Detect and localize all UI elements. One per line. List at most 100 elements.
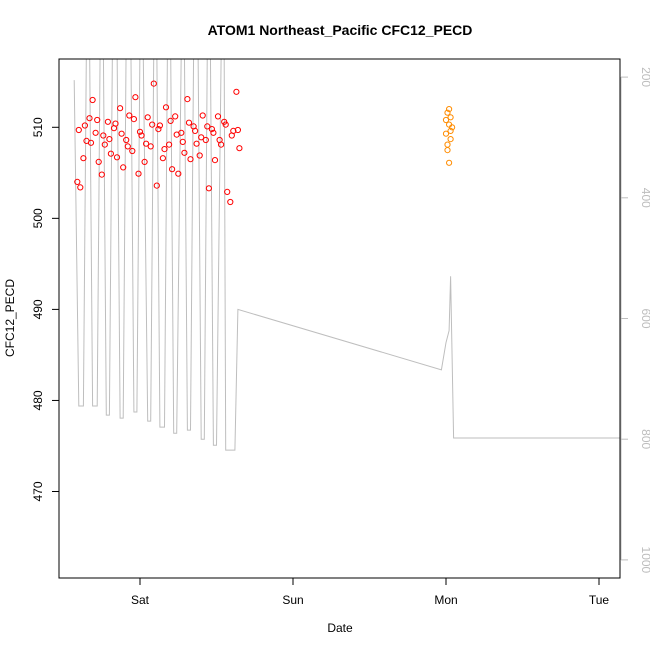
data-point bbox=[214, 113, 222, 120]
data-point bbox=[123, 136, 130, 144]
data-point bbox=[227, 198, 234, 206]
data-point bbox=[447, 136, 454, 143]
depth-line bbox=[73, 59, 620, 451]
data-point bbox=[118, 130, 125, 137]
y-tick-label: 500 bbox=[31, 208, 45, 228]
data-point bbox=[149, 121, 156, 128]
data-point bbox=[444, 141, 451, 148]
data-point bbox=[442, 130, 450, 137]
data-point bbox=[193, 140, 200, 147]
data-point bbox=[442, 116, 450, 124]
data-point bbox=[233, 88, 240, 95]
data-point bbox=[444, 147, 451, 154]
data-point bbox=[236, 145, 243, 152]
data-point bbox=[77, 184, 84, 191]
data-point bbox=[106, 136, 113, 143]
data-point bbox=[98, 171, 105, 178]
data-point bbox=[155, 126, 162, 133]
data-point bbox=[87, 139, 95, 146]
data-point bbox=[153, 182, 160, 189]
data-point bbox=[101, 141, 108, 148]
data-point bbox=[132, 94, 139, 101]
data-point bbox=[112, 120, 119, 127]
x-tick-label: Mon bbox=[434, 593, 457, 607]
data-point bbox=[136, 128, 144, 135]
data-point bbox=[199, 112, 206, 119]
data-point bbox=[228, 132, 235, 139]
data-point bbox=[185, 119, 193, 126]
data-point bbox=[173, 131, 180, 138]
data-point bbox=[179, 138, 186, 145]
y-tick-label: 470 bbox=[31, 481, 45, 501]
data-point bbox=[150, 80, 157, 87]
data-point bbox=[94, 116, 101, 124]
data-point bbox=[202, 136, 209, 144]
data-point bbox=[86, 115, 93, 122]
data-point bbox=[124, 143, 131, 150]
data-point bbox=[198, 134, 205, 141]
y2-tick-label: 800 bbox=[639, 429, 650, 449]
data-point bbox=[95, 158, 102, 165]
y-tick-label: 510 bbox=[31, 117, 45, 137]
data-point bbox=[210, 129, 217, 136]
y2-tick-label: 1000 bbox=[639, 547, 650, 574]
points-layer bbox=[74, 80, 456, 206]
data-point bbox=[175, 170, 182, 177]
data-point bbox=[166, 141, 173, 148]
y2-tick-label: 400 bbox=[639, 188, 650, 208]
chart-title: ATOM1 Northeast_Pacific CFC12_PECD bbox=[208, 22, 473, 38]
y2-tick-label: 200 bbox=[639, 67, 650, 87]
data-point bbox=[156, 122, 163, 129]
data-point bbox=[187, 156, 194, 163]
y-axis-label: CFC12_PECD bbox=[3, 279, 17, 357]
data-point bbox=[196, 152, 203, 159]
data-point bbox=[444, 109, 451, 116]
x-tick-label: Sun bbox=[282, 593, 303, 607]
data-point bbox=[449, 124, 456, 131]
data-point bbox=[208, 126, 215, 133]
data-point bbox=[143, 140, 150, 147]
x-axis-label: Date bbox=[327, 621, 353, 635]
data-point bbox=[129, 147, 136, 155]
data-point bbox=[138, 132, 145, 139]
data-point bbox=[446, 159, 453, 166]
data-point bbox=[100, 132, 107, 139]
data-point bbox=[161, 146, 168, 153]
data-point bbox=[75, 126, 82, 134]
data-point bbox=[159, 155, 166, 162]
axes-layer: 470 480 490 500 510 200 400 600 800 1000 Sat Sun Mon… bbox=[31, 58, 650, 607]
data-point bbox=[224, 188, 231, 195]
data-point bbox=[181, 149, 188, 156]
data-point bbox=[172, 113, 179, 120]
data-point bbox=[234, 126, 241, 134]
data-point bbox=[169, 166, 176, 173]
data-point bbox=[130, 116, 137, 123]
data-point bbox=[80, 155, 87, 162]
data-point bbox=[81, 122, 89, 129]
data-point bbox=[222, 121, 229, 128]
data-point bbox=[447, 114, 454, 121]
data-point bbox=[135, 170, 142, 177]
data-point bbox=[92, 129, 99, 136]
data-point bbox=[184, 96, 191, 103]
data-point bbox=[113, 154, 121, 161]
data-point bbox=[204, 123, 211, 130]
data-point bbox=[141, 158, 148, 165]
data-point bbox=[107, 150, 115, 157]
data-point bbox=[120, 164, 127, 171]
data-point bbox=[74, 178, 81, 185]
data-point bbox=[192, 127, 199, 134]
data-point bbox=[147, 143, 154, 150]
y-tick-label: 480 bbox=[31, 390, 45, 410]
data-point bbox=[446, 106, 453, 113]
data-point bbox=[162, 104, 170, 111]
data-point bbox=[211, 157, 219, 164]
data-point bbox=[447, 127, 454, 134]
data-point bbox=[104, 118, 112, 125]
y2-tick-label: 600 bbox=[639, 308, 650, 328]
x-tick-label: Sat bbox=[131, 593, 150, 607]
data-point bbox=[144, 114, 151, 121]
data-point bbox=[216, 136, 223, 144]
data-point bbox=[89, 96, 96, 104]
